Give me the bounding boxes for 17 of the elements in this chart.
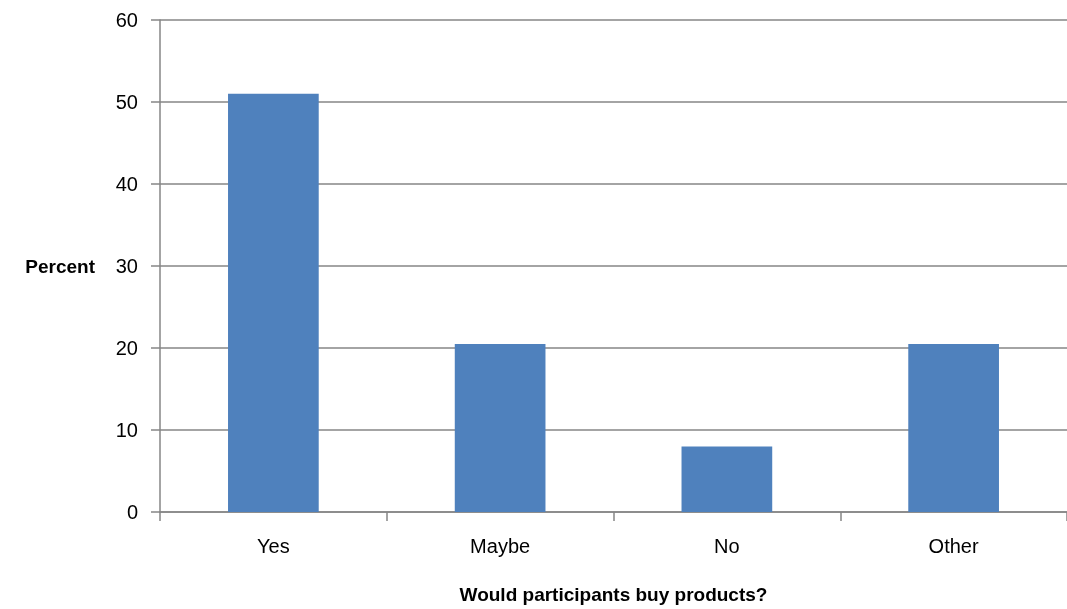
x-tick-label: Maybe: [470, 535, 531, 557]
y-tick-label: 40: [115, 173, 138, 195]
y-tick-label: 20: [115, 337, 138, 359]
bar: [908, 343, 999, 512]
y-axis-title: Percent: [25, 255, 96, 277]
y-tick-label: 30: [115, 255, 138, 277]
bar: [681, 446, 773, 512]
x-tick-label: Other: [928, 535, 979, 557]
x-tick-label: Yes: [257, 535, 290, 557]
y-tick-label: 10: [115, 419, 138, 441]
y-tick-label: 60: [115, 9, 138, 31]
x-axis-title: Would participants buy products?: [459, 584, 768, 605]
y-tick-label: 50: [115, 91, 138, 113]
x-tick-label: No: [714, 535, 740, 557]
y-tick-label: 0: [126, 501, 138, 523]
bar: [454, 343, 546, 512]
bar: [228, 93, 319, 512]
